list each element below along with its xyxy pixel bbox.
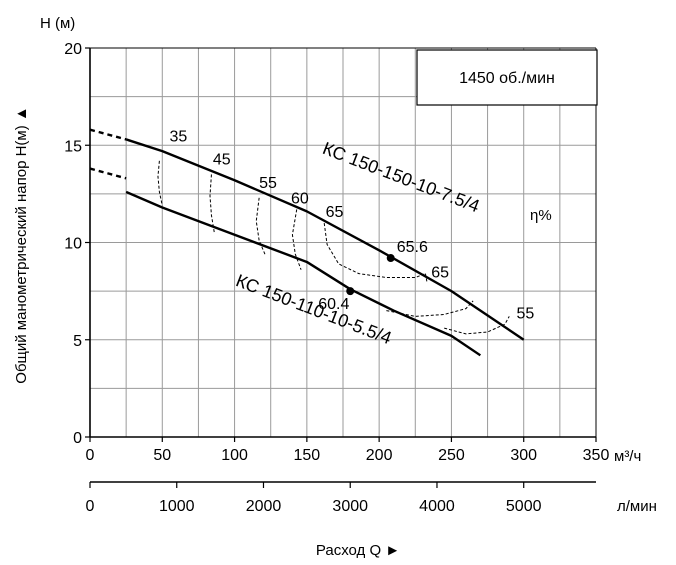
x2-tick-label: 0 [86,498,95,515]
curve-dashed-segment [89,167,127,180]
efficiency-line [444,316,510,335]
x-tick-label: 100 [221,447,248,464]
x-tick-label: 250 [438,447,465,464]
efficiency-label: 65 [326,204,344,221]
efficiency-label: 60 [291,191,309,208]
series-name-label: КС 150-150-10-7.5/4 [320,138,483,216]
speed-box [416,49,598,106]
x-tick-label: 150 [294,447,321,464]
efficiency-line [157,160,163,206]
x-unit-label: м³/ч [614,448,641,465]
x-axis-label: Расход Q ► [316,542,400,559]
speed-box-label: 1450 об./мин [459,70,555,87]
curve-line [125,138,525,341]
x-tick-label: 300 [510,447,537,464]
efficiency-label: 65 [431,265,449,282]
x2-tick-label: 1000 [159,498,195,515]
y-axis-label: Общий манометрический напор H(м) ▲ [13,106,30,383]
x-tick-label: 350 [583,447,610,464]
y-tick-label: 5 [73,333,82,350]
bep-point [386,254,395,263]
efficiency-unit-label: η% [530,207,552,224]
x-tick-label: 0 [86,447,95,464]
efficiency-line [323,222,426,279]
bep-point [346,287,355,296]
efficiency-label: 45 [213,152,231,169]
x-tick-label: 200 [366,447,393,464]
x2-tick-label: 5000 [506,498,542,515]
x2-tick-label: 4000 [419,498,455,515]
bep-label: 60.4 [318,296,349,313]
x2-tick-label: 2000 [246,498,282,515]
curve-line [125,190,482,357]
y-unit-label: H (м) [40,15,75,32]
efficiency-label: 55 [259,175,277,192]
x-tick-label: 50 [153,447,171,464]
efficiency-label: 35 [170,128,188,145]
curve-dashed-segment [89,128,127,141]
efficiency-line [209,174,215,233]
bep-label: 65.6 [397,239,428,256]
efficiency-lines: 35 45 55 60 65 65 55 [157,128,534,335]
y-tick-label: 15 [64,138,82,155]
y-tick-label: 10 [64,236,82,253]
x-tick-labels: 0 50 100 150 200 250 300 350 [86,437,610,464]
secondary-x-axis: 0 1000 2000 3000 4000 5000 [86,481,596,515]
x2-unit-label: л/мин [617,498,657,515]
series-name-label: КС 150-110-10-5.5/4 [233,270,394,348]
y-tick-label: 20 [64,41,82,58]
x2-tick-label: 3000 [332,498,368,515]
grid [89,47,597,438]
efficiency-line [291,209,302,270]
efficiency-line [424,273,428,282]
efficiency-line [255,197,266,255]
efficiency-label: 55 [516,305,534,322]
y-tick-labels: 0 5 10 15 20 [64,41,90,447]
y-tick-label: 0 [73,430,82,447]
